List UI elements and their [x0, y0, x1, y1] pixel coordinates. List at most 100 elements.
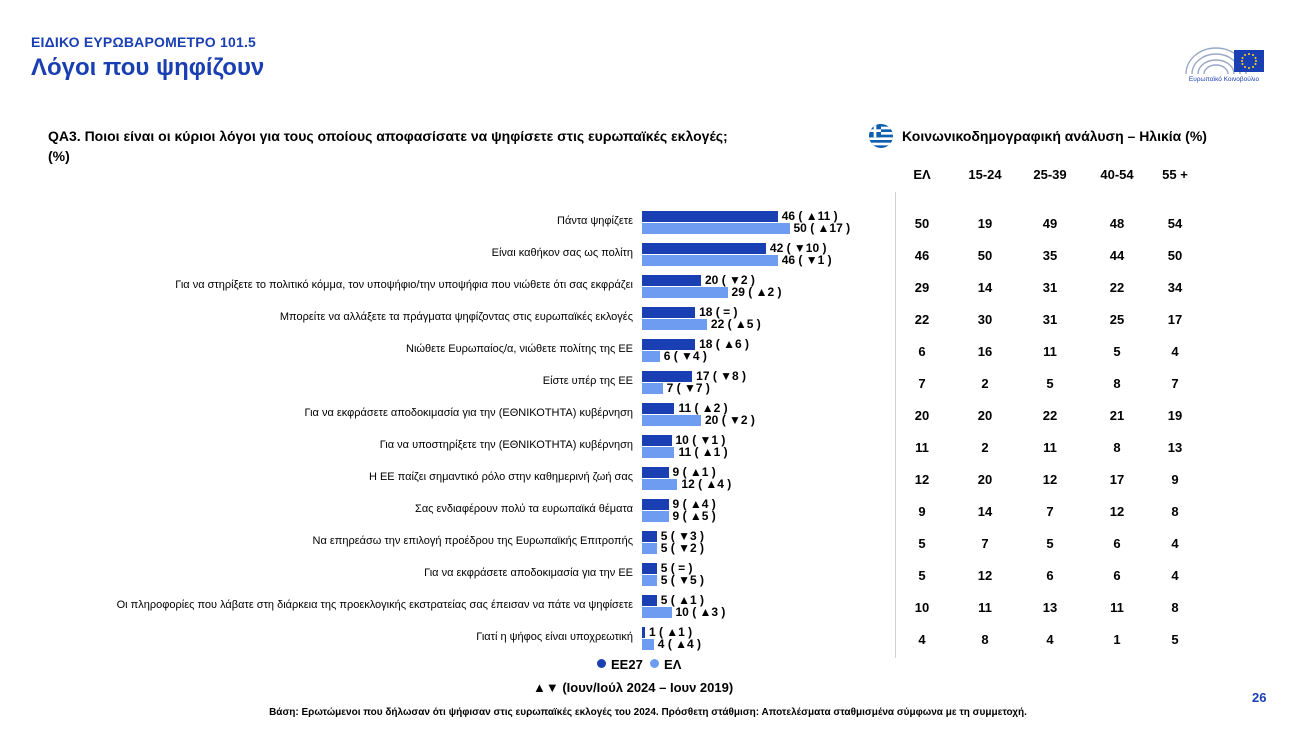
bar-value-el: 29 ( ▲2 ) [732, 285, 782, 299]
category-label: Για να στηρίξετε το πολιτικό κόμμα, τον … [175, 279, 633, 291]
bar-value: 5 [660, 561, 668, 575]
table-cell: 50 [1167, 248, 1183, 263]
table-cell: 4 [918, 632, 926, 647]
bar-value-el: 10 ( ▲3 ) [676, 605, 726, 619]
bar-value-el: 9 ( ▲5 ) [673, 509, 716, 523]
page-title: Λόγοι που ψηφίζουν [31, 54, 265, 81]
bar-value: 12 [681, 477, 695, 491]
bar-value-el: 22 ( ▲5 ) [711, 317, 761, 331]
bar-value: 18 [699, 305, 713, 319]
table-cell: 7 [918, 376, 926, 391]
table-cell: 20 [977, 408, 993, 423]
bar-value: 5 [660, 593, 668, 607]
table-title: Κοινωνικοδημογραφική ανάλυση – Ηλικία (%… [902, 128, 1207, 144]
bar-eu27 [642, 275, 701, 286]
bar-eu27 [642, 403, 675, 414]
table-col-head: 55 + [1162, 167, 1188, 182]
table-cell: 7 [1046, 504, 1054, 519]
bar-el [642, 607, 672, 618]
bar-value: 11 [678, 445, 692, 459]
bar-value: 46 [781, 209, 796, 223]
bar-el [642, 575, 657, 586]
table-cell: 5 [918, 536, 926, 551]
bar-el [642, 319, 707, 330]
table-cell: 22 [1109, 280, 1125, 295]
table-cell: 30 [977, 312, 993, 327]
bar-el [642, 383, 663, 394]
table-col-head: 15-24 [968, 167, 1002, 182]
category-label: Είστε υπέρ της ΕΕ [542, 375, 633, 387]
category-label: Οι πληροφορίες που λάβατε στη διάρκεια τ… [116, 599, 633, 611]
column-divider [895, 192, 896, 658]
bar-change: ( ▼8 ) [709, 369, 747, 383]
table-cell: 4 [1171, 344, 1179, 359]
table-cell: 19 [1167, 408, 1183, 423]
bar-value: 9 [672, 497, 680, 511]
bar-change: ( ▼3 ) [667, 529, 704, 543]
table-cell: 6 [918, 344, 926, 359]
bar-value: 46 [781, 253, 796, 267]
bar-value-el: 4 ( ▲4 ) [658, 637, 701, 651]
category-label: Πάντα ψηφίζετε [557, 215, 633, 227]
bar-el [642, 351, 660, 362]
bar-value: 5 [660, 529, 668, 543]
bar-value: 5 [660, 573, 668, 587]
bar-value-eu27: 20 ( ▼2 ) [705, 273, 755, 287]
table-cell: 10 [914, 600, 930, 615]
bar-value: 22 [710, 317, 725, 331]
bar-eu27 [642, 307, 696, 318]
table-cell: 4 [1171, 536, 1179, 551]
table-cell: 50 [914, 216, 930, 231]
table-cell: 16 [977, 344, 993, 359]
bar-eu27 [642, 467, 669, 478]
bar-eu27 [642, 563, 657, 574]
legend-dot-eu27 [597, 659, 606, 668]
bar-change: ( ▲1 ) [679, 465, 716, 479]
bar-el [642, 511, 669, 522]
table-cell: 31 [1042, 280, 1058, 295]
table-cell: 2 [981, 440, 989, 455]
table-cell: 54 [1167, 216, 1183, 231]
bar-change: ( ▼1 ) [795, 253, 832, 267]
table-cell: 17 [1167, 312, 1183, 327]
bar-value-eu27: 18 ( = ) [699, 305, 737, 319]
bar-value-el: 20 ( ▼2 ) [705, 413, 755, 427]
table-cell: 5 [1113, 344, 1121, 359]
table-cell: 20 [914, 408, 930, 423]
table-cell: 13 [1042, 600, 1058, 615]
report-kicker: ΕΙΔΙΚΟ ΕΥΡΩΒΑΡΟΜΕΤΡΟ 101.5 [31, 34, 257, 50]
legend-label-eu27: ΕΕ27 [611, 657, 643, 672]
bar-eu27 [642, 435, 672, 446]
bar-value-eu27: 17 ( ▼8 ) [696, 369, 746, 383]
table-cell: 48 [1109, 216, 1125, 231]
table-cell: 12 [1042, 472, 1058, 487]
bar-value: 11 [678, 401, 692, 415]
bar-eu27 [642, 211, 778, 222]
bar-eu27 [642, 339, 696, 350]
bar-value: 1 [648, 625, 656, 639]
bar-value-eu27: 46 ( ▲11 ) [782, 209, 838, 223]
bar-value-el: 5 ( ▼5 ) [661, 573, 704, 587]
table-cell: 8 [1113, 376, 1121, 391]
bar-value-el: 5 ( ▼2 ) [661, 541, 704, 555]
logo-caption: Ευρωπαϊκό Κοινοβούλιο [1188, 76, 1260, 83]
table-cell: 29 [914, 280, 930, 295]
bar-value: 9 [672, 509, 680, 523]
table-cell: 11 [1110, 600, 1124, 615]
table-cell: 8 [981, 632, 989, 647]
category-label: Για να εκφράσετε αποδοκιμασία για την ΕΕ [424, 567, 633, 579]
bar-change: ( ▼1 ) [688, 433, 726, 447]
category-label: Είναι καθήκον σας ως πολίτη [491, 247, 633, 259]
table-cell: 21 [1109, 408, 1125, 423]
bar-value: 20 [705, 413, 719, 427]
table-col-head: 40-54 [1100, 167, 1134, 182]
bar-change: ( ▲2 ) [744, 285, 782, 299]
bar-value-eu27: 1 ( ▲1 ) [649, 625, 692, 639]
bar-value: 5 [660, 541, 668, 555]
table-cell: 49 [1042, 216, 1058, 231]
table-cell: 20 [977, 472, 993, 487]
table-cell: 46 [914, 248, 930, 263]
bar-value: 10 [675, 605, 689, 619]
bar-value: 10 [675, 433, 689, 447]
category-label: Μπορείτε να αλλάξετε τα πράγματα ψηφίζον… [279, 311, 633, 323]
